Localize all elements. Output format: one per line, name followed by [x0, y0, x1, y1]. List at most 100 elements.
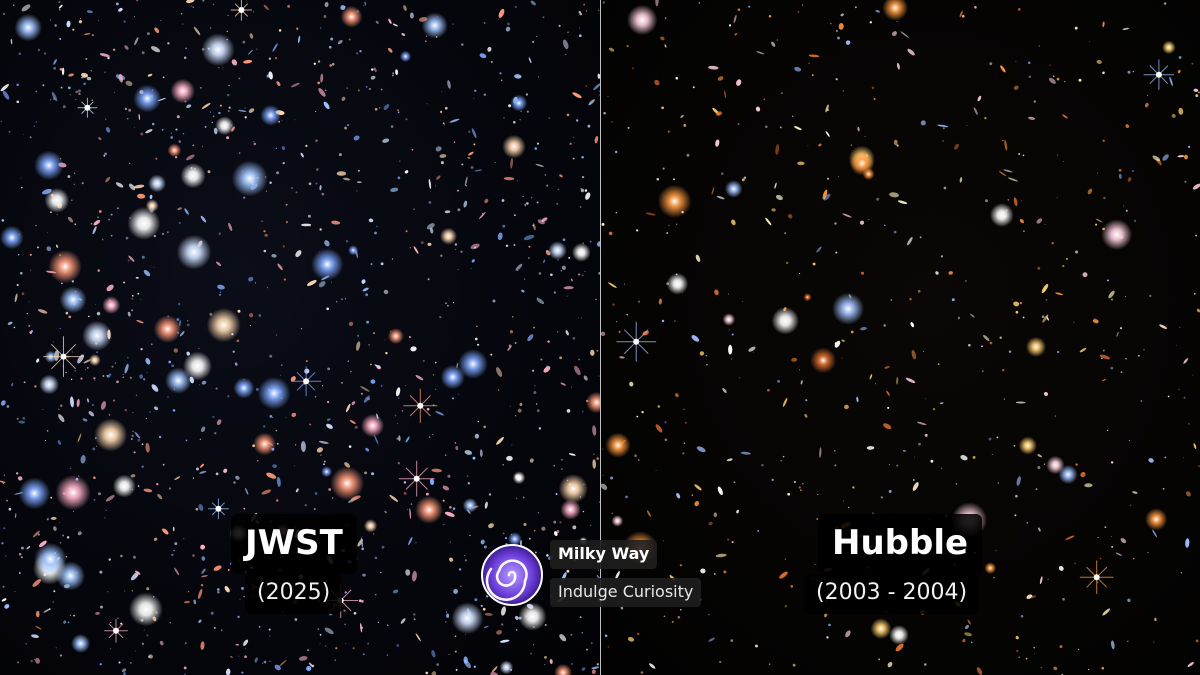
- small-galaxy: [736, 79, 742, 86]
- small-galaxy: [845, 40, 851, 45]
- small-galaxy: [326, 423, 333, 429]
- star-speck: [1102, 139, 1105, 142]
- small-galaxy: [1178, 107, 1184, 115]
- star-speck: [319, 27, 322, 29]
- star-speck: [254, 282, 256, 284]
- small-galaxy: [93, 219, 101, 226]
- small-galaxy: [935, 271, 939, 275]
- star-speck: [1017, 8, 1021, 11]
- star-speck: [20, 271, 23, 275]
- star-speck: [514, 415, 517, 417]
- star-speck: [356, 52, 359, 55]
- star-speck: [2, 482, 5, 485]
- small-galaxy: [249, 313, 254, 318]
- star-speck: [91, 99, 93, 102]
- star-speck: [483, 21, 486, 25]
- star-speck: [1198, 465, 1200, 468]
- star-speck: [830, 23, 832, 25]
- small-galaxy: [794, 126, 802, 131]
- small-galaxy: [21, 4, 31, 12]
- small-galaxy: [268, 71, 273, 80]
- bright-galaxy: [510, 94, 528, 112]
- star-speck: [530, 652, 532, 655]
- small-galaxy: [184, 208, 189, 215]
- small-galaxy: [841, 339, 845, 342]
- small-galaxy: [224, 586, 230, 593]
- small-galaxy: [1099, 354, 1111, 360]
- small-galaxy: [756, 51, 765, 55]
- star-speck: [522, 496, 525, 499]
- small-galaxy: [374, 434, 379, 445]
- small-galaxy: [959, 10, 963, 18]
- star-speck: [1187, 145, 1191, 149]
- star-speck: [1127, 640, 1129, 642]
- star-speck: [579, 12, 583, 16]
- star-speck: [269, 660, 271, 662]
- star-speck: [213, 626, 216, 629]
- star-speck: [834, 450, 836, 452]
- small-galaxy: [150, 46, 161, 53]
- star-speck: [425, 492, 429, 496]
- star-speck: [323, 463, 325, 466]
- star-speck: [962, 14, 965, 18]
- star-speck: [713, 572, 716, 575]
- star-speck: [336, 301, 338, 303]
- star-speck: [278, 29, 282, 32]
- small-galaxy: [939, 402, 944, 405]
- star-speck: [91, 403, 94, 407]
- star-speck: [329, 64, 333, 67]
- star-speck: [771, 478, 774, 482]
- small-galaxy: [1013, 301, 1020, 307]
- star-speck: [1106, 429, 1109, 432]
- star-speck: [1106, 279, 1109, 282]
- small-galaxy: [1192, 183, 1200, 190]
- star-speck: [612, 303, 615, 306]
- star-speck: [186, 320, 189, 322]
- star-speck: [358, 169, 360, 172]
- star-speck: [26, 312, 29, 315]
- star-speck: [59, 404, 63, 407]
- small-galaxy: [409, 12, 414, 19]
- small-galaxy: [398, 435, 401, 442]
- bright-galaxy: [502, 134, 526, 159]
- star-speck: [285, 203, 288, 206]
- star-speck: [753, 351, 754, 353]
- small-galaxy: [889, 192, 899, 198]
- small-galaxy: [920, 120, 926, 126]
- star-speck: [37, 48, 41, 52]
- star-speck: [263, 660, 267, 664]
- small-galaxy: [185, 154, 195, 161]
- star-speck: [677, 615, 681, 619]
- small-galaxy: [1187, 661, 1194, 668]
- small-galaxy: [389, 494, 399, 502]
- star-speck: [377, 621, 379, 624]
- star-speck: [544, 174, 547, 176]
- star-speck: [75, 90, 79, 94]
- bright-galaxy: [102, 296, 121, 314]
- star-speck: [544, 624, 547, 626]
- star-speck: [131, 590, 134, 592]
- small-galaxy: [503, 176, 515, 181]
- star-speck: [69, 468, 71, 469]
- small-galaxy: [715, 553, 727, 558]
- star-speck: [731, 333, 734, 336]
- star-speck: [691, 494, 694, 496]
- small-galaxy: [819, 447, 822, 458]
- star-speck: [615, 321, 618, 323]
- star-speck: [146, 371, 148, 374]
- small-galaxy: [127, 311, 131, 317]
- star-speck: [638, 300, 641, 303]
- small-galaxy: [228, 222, 233, 232]
- star-speck: [1096, 172, 1099, 174]
- star-speck: [457, 189, 459, 192]
- small-galaxy: [388, 47, 393, 53]
- small-galaxy: [392, 23, 398, 27]
- small-galaxy: [962, 638, 966, 643]
- star-speck: [965, 280, 967, 282]
- small-galaxy: [143, 488, 153, 493]
- small-galaxy: [658, 298, 663, 305]
- bright-galaxy: [548, 241, 567, 260]
- small-galaxy: [243, 639, 249, 646]
- star-speck: [1034, 653, 1036, 655]
- star-speck: [184, 642, 187, 645]
